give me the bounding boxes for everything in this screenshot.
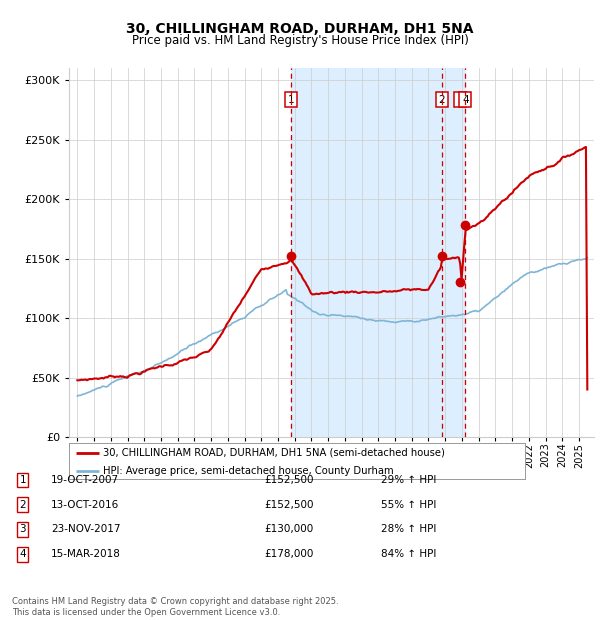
Text: 29% ↑ HPI: 29% ↑ HPI: [381, 475, 436, 485]
Text: 4: 4: [19, 549, 26, 559]
Text: 1: 1: [19, 475, 26, 485]
Text: Contains HM Land Registry data © Crown copyright and database right 2025.
This d: Contains HM Land Registry data © Crown c…: [12, 598, 338, 617]
Text: £152,500: £152,500: [264, 475, 314, 485]
Text: 4: 4: [462, 95, 469, 105]
Text: 30, CHILLINGHAM ROAD, DURHAM, DH1 5NA (semi-detached house): 30, CHILLINGHAM ROAD, DURHAM, DH1 5NA (s…: [103, 448, 445, 458]
Text: £178,000: £178,000: [264, 549, 313, 559]
Text: £152,500: £152,500: [264, 500, 314, 510]
Bar: [292, 68, 465, 437]
Text: 3: 3: [457, 95, 464, 105]
Text: 15-MAR-2018: 15-MAR-2018: [51, 549, 121, 559]
Text: 23-NOV-2017: 23-NOV-2017: [51, 525, 121, 534]
Text: 30, CHILLINGHAM ROAD, DURHAM, DH1 5NA: 30, CHILLINGHAM ROAD, DURHAM, DH1 5NA: [126, 22, 474, 36]
Text: 55% ↑ HPI: 55% ↑ HPI: [381, 500, 436, 510]
Text: 13-OCT-2016: 13-OCT-2016: [51, 500, 119, 510]
Text: 84% ↑ HPI: 84% ↑ HPI: [381, 549, 436, 559]
Text: Price paid vs. HM Land Registry's House Price Index (HPI): Price paid vs. HM Land Registry's House …: [131, 34, 469, 47]
Text: 28% ↑ HPI: 28% ↑ HPI: [381, 525, 436, 534]
Text: HPI: Average price, semi-detached house, County Durham: HPI: Average price, semi-detached house,…: [103, 466, 394, 476]
Text: 2: 2: [439, 95, 445, 105]
Text: £130,000: £130,000: [264, 525, 313, 534]
Text: 2: 2: [19, 500, 26, 510]
Text: 3: 3: [19, 525, 26, 534]
Text: 19-OCT-2007: 19-OCT-2007: [51, 475, 119, 485]
Text: 1: 1: [288, 95, 295, 105]
